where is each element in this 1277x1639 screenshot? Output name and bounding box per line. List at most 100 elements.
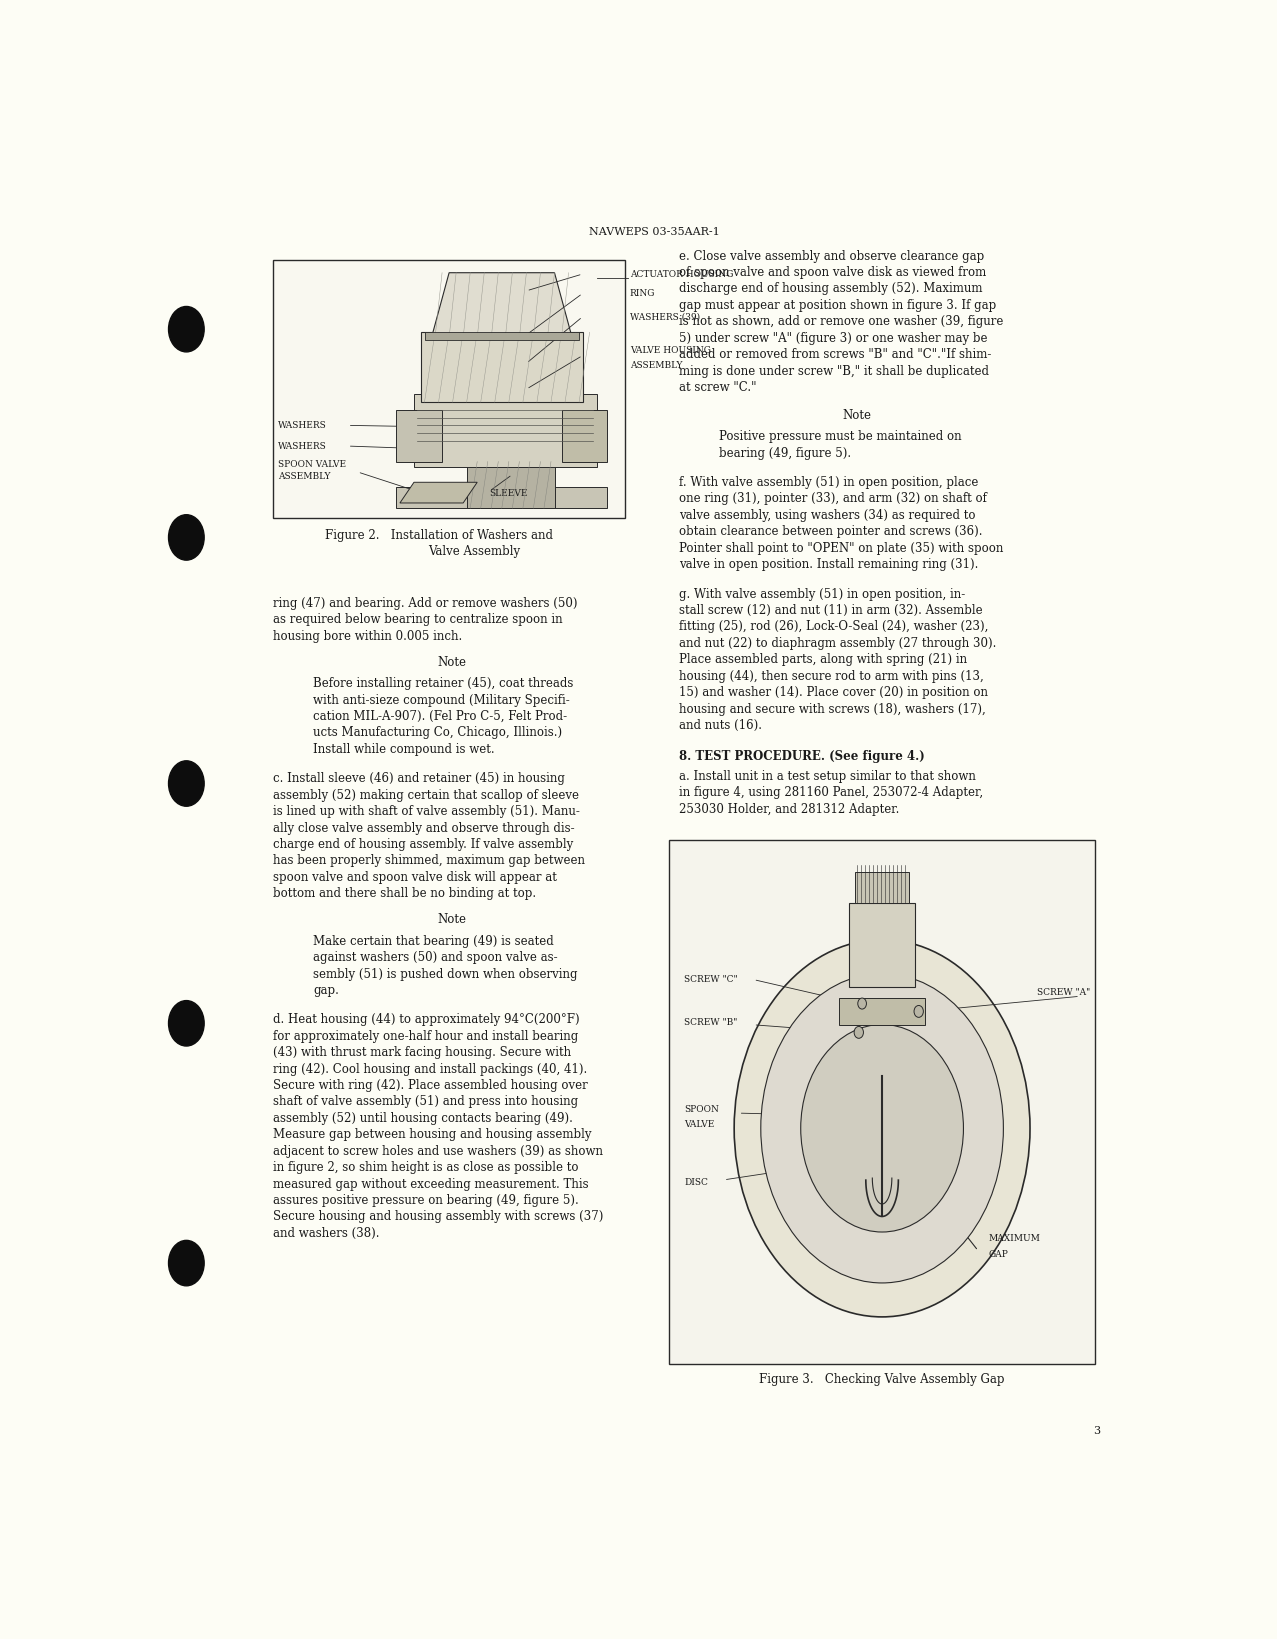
Text: housing (44), then secure rod to arm with pins (13,: housing (44), then secure rod to arm wit… bbox=[679, 670, 985, 683]
Text: d. Heat housing (44) to approximately 94°C(200°F): d. Heat housing (44) to approximately 94… bbox=[273, 1013, 580, 1026]
Text: SCREW "C": SCREW "C" bbox=[684, 975, 738, 983]
Text: housing and secure with screws (18), washers (17),: housing and secure with screws (18), was… bbox=[679, 703, 986, 716]
Text: Place assembled parts, along with spring (21) in: Place assembled parts, along with spring… bbox=[679, 654, 968, 667]
Text: SPOON VALVE: SPOON VALVE bbox=[278, 461, 346, 469]
Text: RING: RING bbox=[630, 288, 655, 298]
Text: added or removed from screws "B" and "C"."If shim-: added or removed from screws "B" and "C"… bbox=[679, 347, 991, 361]
Text: against washers (50) and spoon valve as-: against washers (50) and spoon valve as- bbox=[313, 951, 558, 964]
Circle shape bbox=[761, 974, 1004, 1283]
Text: Note: Note bbox=[437, 656, 466, 669]
Text: VALVE HOUSING: VALVE HOUSING bbox=[630, 346, 711, 354]
Bar bbox=[273, 261, 624, 518]
Polygon shape bbox=[424, 333, 578, 339]
Polygon shape bbox=[400, 482, 478, 503]
Text: Figure 2.   Installation of Washers and: Figure 2. Installation of Washers and bbox=[326, 529, 553, 541]
Text: WASHERS: WASHERS bbox=[278, 421, 327, 429]
Text: discharge end of housing assembly (52). Maximum: discharge end of housing assembly (52). … bbox=[679, 282, 983, 295]
Polygon shape bbox=[421, 333, 582, 402]
Circle shape bbox=[169, 515, 204, 561]
Text: fitting (25), rod (26), Lock-O-Seal (24), washer (23),: fitting (25), rod (26), Lock-O-Seal (24)… bbox=[679, 621, 988, 633]
Text: is not as shown, add or remove one washer (39, figure: is not as shown, add or remove one washe… bbox=[679, 315, 1004, 328]
Text: adjacent to screw holes and use washers (39) as shown: adjacent to screw holes and use washers … bbox=[273, 1144, 604, 1157]
Text: housing bore within 0.005 inch.: housing bore within 0.005 inch. bbox=[273, 629, 462, 642]
Text: Install while compound is wet.: Install while compound is wet. bbox=[313, 742, 494, 756]
Text: Note: Note bbox=[843, 408, 872, 421]
Text: cation MIL-A-907). (Fel Pro C-5, Felt Prod-: cation MIL-A-907). (Fel Pro C-5, Felt Pr… bbox=[313, 710, 567, 723]
Circle shape bbox=[858, 998, 866, 1010]
Text: valve in open position. Install remaining ring (31).: valve in open position. Install remainin… bbox=[679, 559, 978, 570]
Text: for approximately one-half hour and install bearing: for approximately one-half hour and inst… bbox=[273, 1029, 578, 1042]
Text: one ring (31), pointer (33), and arm (32) on shaft of: one ring (31), pointer (33), and arm (32… bbox=[679, 492, 987, 505]
Text: ally close valve assembly and observe through dis-: ally close valve assembly and observe th… bbox=[273, 821, 575, 834]
Circle shape bbox=[169, 1241, 204, 1287]
Polygon shape bbox=[414, 395, 596, 467]
Text: at screw "C.": at screw "C." bbox=[679, 380, 757, 393]
Text: sembly (51) is pushed down when observing: sembly (51) is pushed down when observin… bbox=[313, 967, 577, 980]
Text: obtain clearance between pointer and screws (36).: obtain clearance between pointer and scr… bbox=[679, 526, 983, 538]
Text: stall screw (12) and nut (11) in arm (32). Assemble: stall screw (12) and nut (11) in arm (32… bbox=[679, 605, 983, 616]
Text: ring (47) and bearing. Add or remove washers (50): ring (47) and bearing. Add or remove was… bbox=[273, 597, 578, 610]
Text: SCREW "A": SCREW "A" bbox=[1037, 988, 1089, 997]
Circle shape bbox=[914, 1005, 923, 1018]
Circle shape bbox=[169, 1000, 204, 1046]
Text: c. Install sleeve (46) and retainer (45) in housing: c. Install sleeve (46) and retainer (45)… bbox=[273, 772, 566, 785]
Text: spoon valve and spoon valve disk will appear at: spoon valve and spoon valve disk will ap… bbox=[273, 870, 557, 883]
Text: charge end of housing assembly. If valve assembly: charge end of housing assembly. If valve… bbox=[273, 838, 573, 851]
Text: Positive pressure must be maintained on: Positive pressure must be maintained on bbox=[719, 429, 962, 443]
Text: SLEEVE: SLEEVE bbox=[489, 490, 527, 498]
Bar bbox=[669, 841, 1094, 1364]
Text: 253030 Holder, and 281312 Adapter.: 253030 Holder, and 281312 Adapter. bbox=[679, 803, 899, 816]
Circle shape bbox=[801, 1024, 963, 1233]
Text: a. Install unit in a test setup similar to that shown: a. Install unit in a test setup similar … bbox=[679, 770, 976, 783]
Circle shape bbox=[169, 760, 204, 806]
Text: 8. TEST PROCEDURE. (See figure 4.): 8. TEST PROCEDURE. (See figure 4.) bbox=[679, 751, 925, 764]
Polygon shape bbox=[466, 462, 554, 508]
Text: Make certain that bearing (49) is seated: Make certain that bearing (49) is seated bbox=[313, 934, 554, 947]
Circle shape bbox=[734, 939, 1031, 1316]
Text: Pointer shall point to "OPEN" on plate (35) with spoon: Pointer shall point to "OPEN" on plate (… bbox=[679, 543, 1004, 554]
Text: Valve Assembly: Valve Assembly bbox=[428, 546, 520, 557]
Text: DISC: DISC bbox=[684, 1178, 707, 1187]
Text: assembly (52) making certain that scallop of sleeve: assembly (52) making certain that scallo… bbox=[273, 788, 580, 801]
Text: gap.: gap. bbox=[313, 983, 338, 997]
Text: g. With valve assembly (51) in open position, in-: g. With valve assembly (51) in open posi… bbox=[679, 588, 965, 600]
Text: ACTUATOR HOUSING: ACTUATOR HOUSING bbox=[630, 269, 733, 279]
Text: NAVWEPS 03-35AAR-1: NAVWEPS 03-35AAR-1 bbox=[589, 228, 720, 238]
Text: ucts Manufacturing Co, Chicago, Illinois.): ucts Manufacturing Co, Chicago, Illinois… bbox=[313, 726, 562, 739]
Text: 5) under screw "A" (figure 3) or one washer may be: 5) under screw "A" (figure 3) or one was… bbox=[679, 331, 987, 344]
Text: assembly (52) until housing contacts bearing (49).: assembly (52) until housing contacts bea… bbox=[273, 1111, 573, 1124]
Text: has been properly shimmed, maximum gap between: has been properly shimmed, maximum gap b… bbox=[273, 854, 585, 867]
Text: f. With valve assembly (51) in open position, place: f. With valve assembly (51) in open posi… bbox=[679, 475, 978, 488]
Text: Figure 3.   Checking Valve Assembly Gap: Figure 3. Checking Valve Assembly Gap bbox=[760, 1373, 1005, 1387]
Text: ASSEMBLY: ASSEMBLY bbox=[278, 472, 331, 482]
Circle shape bbox=[854, 1026, 863, 1039]
Text: bearing (49, figure 5).: bearing (49, figure 5). bbox=[719, 446, 850, 459]
Text: e. Close valve assembly and observe clearance gap: e. Close valve assembly and observe clea… bbox=[679, 249, 985, 262]
Text: Secure housing and housing assembly with screws (37): Secure housing and housing assembly with… bbox=[273, 1210, 604, 1223]
Text: WASHERS: WASHERS bbox=[278, 441, 327, 451]
Text: Before installing retainer (45), coat threads: Before installing retainer (45), coat th… bbox=[313, 677, 573, 690]
Text: ming is done under screw "B," it shall be duplicated: ming is done under screw "B," it shall b… bbox=[679, 364, 990, 377]
Text: and washers (38).: and washers (38). bbox=[273, 1226, 381, 1239]
Text: shaft of valve assembly (51) and press into housing: shaft of valve assembly (51) and press i… bbox=[273, 1095, 578, 1108]
Text: Secure with ring (42). Place assembled housing over: Secure with ring (42). Place assembled h… bbox=[273, 1078, 589, 1092]
Text: VALVE: VALVE bbox=[684, 1119, 715, 1129]
Text: ASSEMBLY: ASSEMBLY bbox=[630, 361, 682, 370]
Text: and nuts (16).: and nuts (16). bbox=[679, 720, 762, 733]
Text: valve assembly, using washers (34) as required to: valve assembly, using washers (34) as re… bbox=[679, 508, 976, 521]
Text: in figure 2, so shim height is as close as possible to: in figure 2, so shim height is as close … bbox=[273, 1160, 578, 1174]
Bar bbox=[849, 903, 916, 987]
Text: 15) and washer (14). Place cover (20) in position on: 15) and washer (14). Place cover (20) in… bbox=[679, 687, 988, 700]
Text: SPOON: SPOON bbox=[684, 1105, 719, 1115]
Polygon shape bbox=[396, 487, 607, 508]
Text: 3: 3 bbox=[1093, 1426, 1099, 1436]
Text: GAP: GAP bbox=[988, 1251, 1008, 1259]
Text: Measure gap between housing and housing assembly: Measure gap between housing and housing … bbox=[273, 1128, 593, 1141]
Bar bbox=[856, 872, 909, 903]
Text: Note: Note bbox=[437, 913, 466, 926]
Polygon shape bbox=[562, 410, 607, 462]
Text: with anti-sieze compound (Military Specifi-: with anti-sieze compound (Military Speci… bbox=[313, 693, 570, 706]
Text: of spoon valve and spoon valve disk as viewed from: of spoon valve and spoon valve disk as v… bbox=[679, 266, 986, 279]
Text: SCREW "B": SCREW "B" bbox=[684, 1018, 738, 1026]
Text: in figure 4, using 281160 Panel, 253072-4 Adapter,: in figure 4, using 281160 Panel, 253072-… bbox=[679, 787, 983, 800]
